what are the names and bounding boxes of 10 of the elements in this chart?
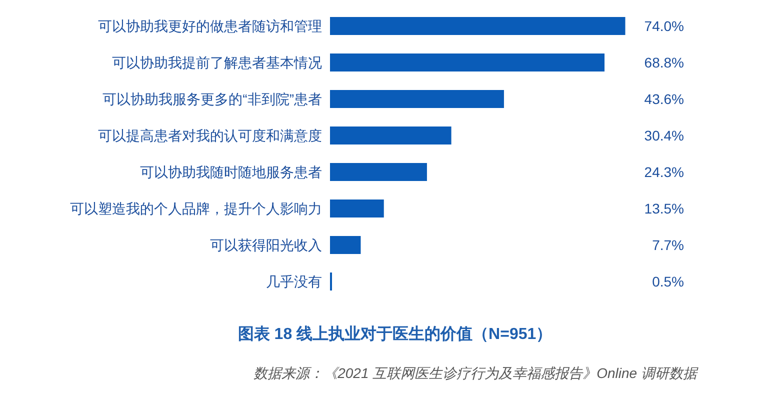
y-tick-label: 几乎没有 (266, 274, 322, 290)
y-tick-label: 可以协助我提前了解患者基本情况 (112, 54, 322, 70)
text: 图表 18 线上执业对于医生的价值（N=951） (238, 325, 552, 343)
source-note: 数据来源：《2021 互联网医生诊疗行为及幸福感报告》Online 调研数据 (254, 365, 699, 381)
y-tick-label: 可以获得阳光收入 (210, 237, 322, 253)
y-tick-label: 可以塑造我的个人品牌，提升个人影响力 (70, 200, 322, 216)
y-tick-label: 可以协助我更好的做患者随访和管理 (98, 18, 322, 34)
y-tick-label: 可以协助我随时随地服务患者 (140, 164, 322, 180)
y-tick-label: 可以协助我服务更多的“非到院”患者 (102, 91, 322, 107)
y-tick-label: 可以提高患者对我的认可度和满意度 (98, 128, 322, 144)
